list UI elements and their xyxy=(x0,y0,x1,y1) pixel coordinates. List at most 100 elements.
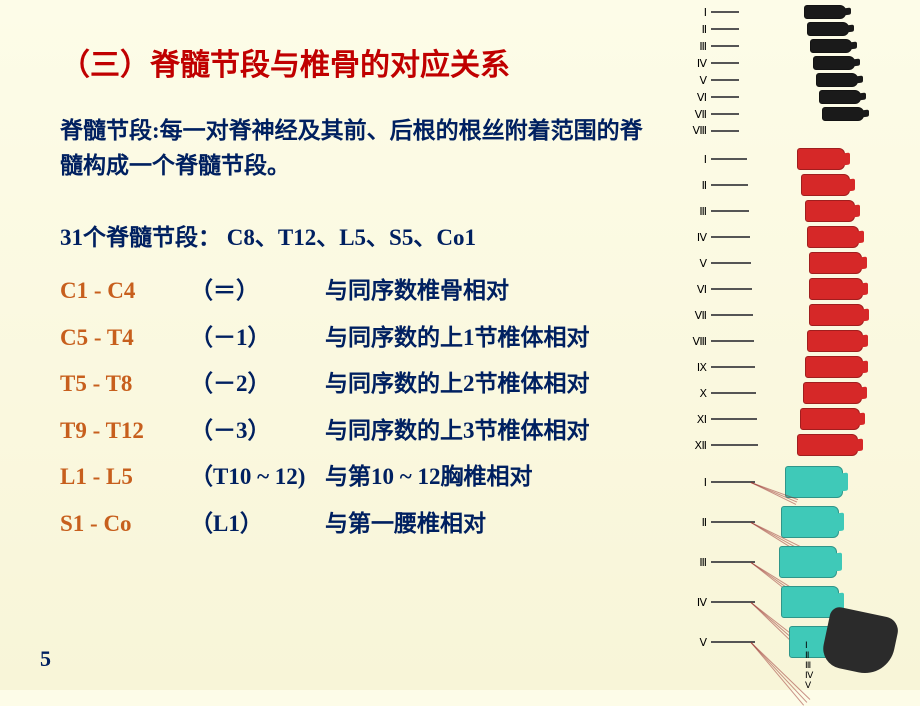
spinal-cord-segment xyxy=(711,418,757,420)
spinal-cord-segment xyxy=(711,236,750,238)
vertebra-label: Ⅻ xyxy=(685,439,707,452)
spinal-cord-segment xyxy=(711,340,754,342)
rule-description: 与第10 ~ 12胸椎相对 xyxy=(325,460,532,495)
rule-description: 与同序数椎骨相对 xyxy=(325,274,509,309)
vertebra-label: Ⅲ xyxy=(685,40,707,53)
vertebra-label: Ⅺ xyxy=(685,413,707,426)
vertebra-body xyxy=(779,546,837,578)
rule-row: T9 - T12（－3）与同序数的上3节椎体相对 xyxy=(60,414,650,449)
vertebra-label: Ⅷ xyxy=(685,335,707,348)
rule-range: S1 - Co xyxy=(60,507,190,542)
spinal-cord-segment xyxy=(711,641,755,643)
vertebra-body xyxy=(797,434,858,456)
rule-description: 与同序数的上3节椎体相对 xyxy=(325,414,590,449)
spinal-cord-segment xyxy=(711,262,751,264)
vertebra-label: Ⅳ xyxy=(685,57,707,70)
rule-range: C1 - C4 xyxy=(60,274,190,309)
spinal-cord-segment xyxy=(711,366,755,368)
spinal-cord-segment xyxy=(711,96,739,98)
slide-content: （三）脊髓节段与椎骨的对应关系 脊髓节段:每一对脊神经及其前、后根的根丝附着范围… xyxy=(0,0,680,541)
vertebra-row: Ⅲ xyxy=(685,39,852,53)
spinal-cord-segment xyxy=(711,158,747,160)
rule-range: C5 - T4 xyxy=(60,321,190,356)
spinal-cord-segment xyxy=(711,392,756,394)
vertebra-label: Ⅳ xyxy=(685,231,707,244)
page-number: 5 xyxy=(40,646,51,672)
vertebra-body xyxy=(803,382,862,404)
vertebra-label: Ⅱ xyxy=(685,23,707,36)
rule-offset: （－2） xyxy=(190,367,325,402)
vertebra-label: Ⅵ xyxy=(685,283,707,296)
spinal-cord-segment xyxy=(711,130,739,132)
spinal-cord-segment xyxy=(711,79,739,81)
vertebra-label: Ⅶ xyxy=(685,108,707,121)
vertebra-body xyxy=(805,200,855,222)
vertebra-label: Ⅴ xyxy=(685,74,707,87)
vertebra-row: Ⅹ xyxy=(685,382,862,404)
vertebra-row: Ⅴ xyxy=(685,252,862,274)
vertebra-label: Ⅷ xyxy=(685,124,707,137)
vertebra-label: Ⅶ xyxy=(685,309,707,322)
vertebra-body xyxy=(809,278,863,300)
spinal-cord-segment xyxy=(711,444,758,446)
vertebra-label: Ⅰ xyxy=(685,6,707,19)
spinal-cord-segment xyxy=(711,288,752,290)
vertebra-body xyxy=(816,73,858,87)
rule-row: C5 - T4（－1）与同序数的上1节椎体相对 xyxy=(60,321,650,356)
spinal-cord-segment xyxy=(711,210,749,212)
vertebra-label: Ⅵ xyxy=(685,91,707,104)
vertebra-body xyxy=(809,252,862,274)
vertebra-body xyxy=(810,39,852,53)
vertebra-label: Ⅲ xyxy=(685,205,707,218)
rule-description: 与同序数的上1节椎体相对 xyxy=(325,321,590,356)
vertebra-row: Ⅵ xyxy=(685,90,861,104)
section-title: （三）脊髓节段与椎骨的对应关系 xyxy=(60,40,650,84)
vertebra-label: Ⅴ xyxy=(685,636,707,649)
vertebra-row: Ⅰ xyxy=(685,466,843,498)
vertebra-row: Ⅸ xyxy=(685,356,863,378)
spinal-cord-segment xyxy=(711,45,739,47)
vertebra-label: Ⅱ xyxy=(685,516,707,529)
rule-range: T5 - T8 xyxy=(60,367,190,402)
vertebra-row: Ⅲ xyxy=(685,200,855,222)
vertebra-row: Ⅻ xyxy=(685,434,858,456)
vertebra-body xyxy=(813,56,855,70)
spinal-cord-segment xyxy=(711,28,739,30)
vertebra-body xyxy=(809,304,864,326)
correspondence-rules: C1 - C4（＝）与同序数椎骨相对 C5 - T4（－1）与同序数的上1节椎体相… xyxy=(60,274,650,541)
vertebra-body xyxy=(807,22,849,36)
vertebra-row: Ⅳ xyxy=(685,226,859,248)
sacrum-coccyx xyxy=(820,605,901,678)
vertebra-row: Ⅰ xyxy=(685,148,845,170)
vertebra-body xyxy=(800,408,860,430)
vertebra-row: Ⅱ xyxy=(685,22,849,36)
vertebra-row: Ⅶ xyxy=(685,107,864,121)
vertebra-row: Ⅺ xyxy=(685,408,860,430)
rule-offset: （T10 ~ 12) xyxy=(190,460,325,495)
rule-description: 与同序数的上2节椎体相对 xyxy=(325,367,590,402)
spinal-cord-segment xyxy=(711,62,739,64)
spinal-cord-segment xyxy=(711,184,748,186)
vertebra-label: Ⅰ xyxy=(685,476,707,489)
rule-offset: （－1） xyxy=(190,321,325,356)
vertebra-row: Ⅶ xyxy=(685,304,864,326)
vertebra-row: Ⅴ xyxy=(685,73,858,87)
spinal-cord-segment xyxy=(711,521,755,523)
spinal-cord-segment xyxy=(711,561,755,563)
vertebra-label: Ⅳ xyxy=(685,596,707,609)
vertebra-row: Ⅳ xyxy=(685,56,855,70)
rule-row: T5 - T8（－2）与同序数的上2节椎体相对 xyxy=(60,367,650,402)
vertebra-body xyxy=(807,330,863,352)
rule-offset: （L1） xyxy=(190,507,325,542)
vertebra-body xyxy=(797,148,845,170)
vertebra-label: Ⅲ xyxy=(685,556,707,569)
definition-text: 脊髓节段:每一对脊神经及其前、后根的根丝附着范围的脊髓构成一个脊髓节段。 xyxy=(60,114,650,183)
spinal-cord-segment xyxy=(711,11,739,13)
vertebra-row: Ⅱ xyxy=(685,174,850,196)
vertebra-label: Ⅹ xyxy=(685,387,707,400)
vertebra-row: Ⅷ xyxy=(685,124,739,137)
rule-row: L1 - L5（T10 ~ 12)与第10 ~ 12胸椎相对 xyxy=(60,460,650,495)
rule-offset: （＝） xyxy=(190,274,325,309)
vertebra-body xyxy=(785,466,843,498)
spinal-cord-segment xyxy=(711,601,755,603)
